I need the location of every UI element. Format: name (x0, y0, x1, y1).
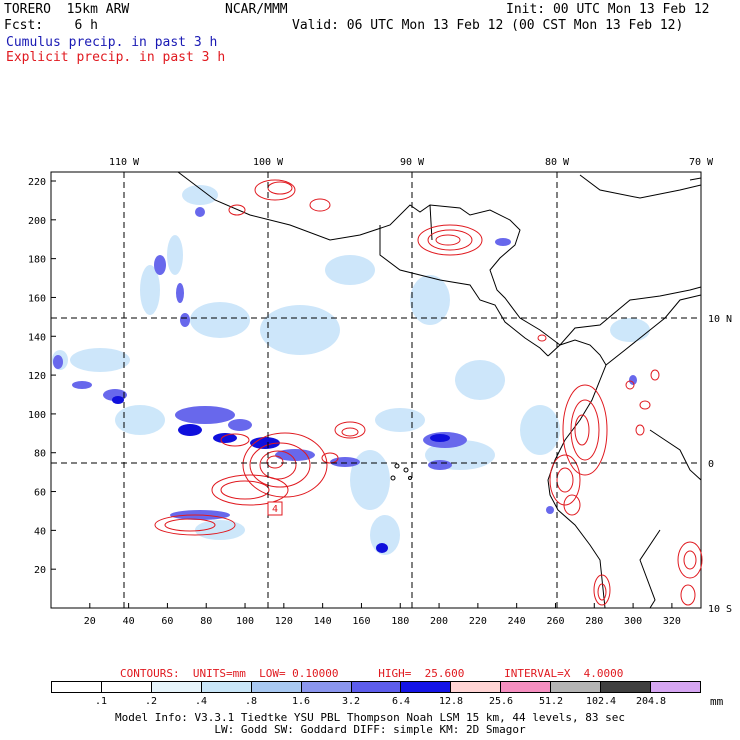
legend-label: .2 (144, 696, 158, 707)
legend-label: .8 (244, 696, 258, 707)
y-tick-label: 60 (34, 488, 46, 499)
y-tick-label: 20 (34, 565, 46, 576)
station-box-label: 4 (272, 504, 278, 515)
y-tick-label: 200 (28, 216, 46, 227)
lon-labels: 110 W 100 W 90 W 80 W 70 W (109, 157, 714, 168)
legend-label: 3.2 (341, 696, 361, 707)
legend-swatch (501, 682, 552, 692)
y-tick-label: 220 (28, 177, 46, 188)
legend-swatch (451, 682, 502, 692)
legend-label: 1.6 (291, 696, 311, 707)
x-tick-label: 100 (236, 616, 254, 627)
graticule (51, 172, 701, 608)
coastlines (177, 171, 702, 609)
cumulus-precip-label: Cumulus precip. in past 3 h (6, 35, 218, 50)
legend-label: .4 (194, 696, 208, 707)
legend-label: 102.4 (585, 696, 617, 707)
x-tick-label: 300 (624, 616, 642, 627)
x-tick-label: 80 (200, 616, 212, 627)
y-tick-label: 40 (34, 526, 46, 537)
x-tick-label: 260 (546, 616, 564, 627)
lon-label: 80 W (545, 157, 570, 168)
legend-label: 25.6 (488, 696, 514, 707)
legend-swatch (601, 682, 652, 692)
cumulus-light-areas (52, 185, 650, 555)
x-tick-label: 240 (508, 616, 526, 627)
model-info-line1: Model Info: V3.3.1 Tiedtke YSU PBL Thomp… (115, 711, 625, 724)
legend-label: 51.2 (538, 696, 564, 707)
lat-label: 0 (708, 459, 714, 470)
axis-ticks (51, 180, 673, 608)
x-tick-label: 160 (352, 616, 370, 627)
valid-time: Valid: 06 UTC Mon 13 Feb 12 (00 CST Mon … (292, 18, 684, 33)
x-tick-label: 200 (430, 616, 448, 627)
lon-label: 100 W (253, 157, 284, 168)
x-tick-label: 320 (663, 616, 681, 627)
y-tick-label: 180 (28, 255, 46, 266)
x-tick-label: 220 (469, 616, 487, 627)
lon-label: 110 W (109, 157, 140, 168)
color-legend-bar (51, 681, 701, 693)
y-tick-label: 140 (28, 332, 46, 343)
y-tick-label: 120 (28, 371, 46, 382)
legend-swatch (551, 682, 602, 692)
legend-swatch (401, 682, 452, 692)
x-tick-label: 120 (275, 616, 293, 627)
y-tick-label: 100 (28, 410, 46, 421)
station-box (267, 501, 283, 516)
legend-swatch (651, 682, 700, 692)
model-title: TORERO 15km ARW (4, 2, 130, 17)
x-tick-label: 60 (161, 616, 173, 627)
lon-label: 90 W (400, 157, 425, 168)
legend-swatch (151, 682, 202, 692)
x-tick-label: 280 (585, 616, 603, 627)
y-tick-labels: 220 200 180 160 140 120 100 80 60 40 20 (28, 177, 46, 576)
x-tick-label: 180 (391, 616, 409, 627)
cumulus-mid-areas (53, 207, 637, 520)
cumulus-dark-areas (112, 396, 450, 553)
legend-label: 6.4 (391, 696, 411, 707)
explicit-precip-contours (154, 179, 703, 606)
map-frame (50, 171, 702, 609)
galapagos-islands (390, 463, 412, 481)
x-tick-labels: 20 40 60 80 100 120 140 160 180 200 220 240 260 280 30… (84, 616, 681, 627)
legend-swatch (101, 682, 152, 692)
y-tick-label: 160 (28, 293, 46, 304)
lat-label: 10 N (708, 314, 732, 325)
x-tick-label: 20 (84, 616, 96, 627)
contours-info: CONTOURS: UNITS=mm LOW= 0.10000 HIGH= 25… (120, 667, 624, 680)
lat-label: 10 S (708, 604, 732, 615)
legend-unit: mm (710, 695, 724, 708)
legend-label: 12.8 (438, 696, 464, 707)
legend-swatch (251, 682, 302, 692)
forecast-hour: Fcst: 6 h (4, 18, 98, 33)
legend-swatch (52, 682, 102, 692)
y-tick-label: 80 (34, 449, 46, 460)
explicit-precip-label: Explicit precip. in past 3 h (6, 50, 226, 65)
legend-swatch (201, 682, 252, 692)
legend-label: 204.8 (635, 696, 667, 707)
lat-labels: 10 N 0 10 S (708, 314, 732, 615)
init-time: Init: 00 UTC Mon 13 Feb 12 (506, 2, 710, 17)
legend-swatch (351, 682, 402, 692)
legend-label: .1 (94, 696, 108, 707)
lon-label: 70 W (689, 157, 714, 168)
x-tick-label: 140 (314, 616, 332, 627)
x-tick-label: 40 (123, 616, 135, 627)
model-info-line2: LW: Godd SW: Goddard DIFF: simple KM: 2D… (214, 723, 526, 736)
center-title: NCAR/MMM (225, 2, 288, 17)
legend-swatch (301, 682, 352, 692)
